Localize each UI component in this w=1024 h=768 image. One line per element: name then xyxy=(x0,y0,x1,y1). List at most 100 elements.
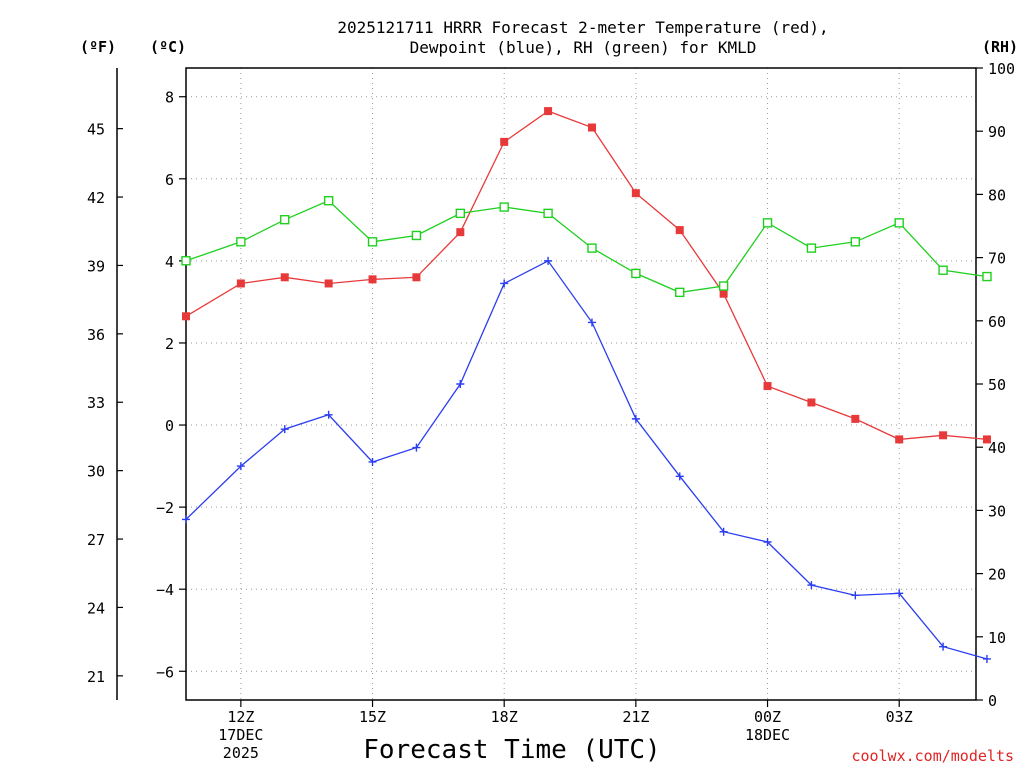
dewpoint-point xyxy=(807,581,816,590)
rh-tick-label: 10 xyxy=(988,629,1006,647)
rh-point xyxy=(236,237,246,247)
x-axis-title: Forecast Time (UTC) xyxy=(363,735,660,765)
rh-point xyxy=(499,202,509,212)
axes: −6−4−20246821242730333639424501020304050… xyxy=(87,60,1015,762)
rh-tick-label: 40 xyxy=(988,439,1006,457)
fahrenheit-tick-label: 21 xyxy=(87,668,105,686)
rh-point xyxy=(587,243,597,253)
dewpoint-point xyxy=(939,642,948,651)
temperature-point xyxy=(236,279,245,288)
rh-point xyxy=(543,208,553,219)
rh-point xyxy=(367,237,378,247)
dewpoint-point xyxy=(587,318,596,327)
rh-point xyxy=(850,237,861,247)
fahrenheit-tick-label: 45 xyxy=(87,121,105,139)
dewpoint-point xyxy=(182,515,190,524)
rh-tick-label: 0 xyxy=(988,692,997,710)
rh-tick-label: 100 xyxy=(988,60,1015,78)
temperature-point xyxy=(456,228,465,237)
x-tick-label: 2025 xyxy=(223,744,259,762)
fahrenheit-tick-label: 42 xyxy=(87,189,105,207)
temperature-point xyxy=(182,312,190,321)
dewpoint-point xyxy=(631,414,640,423)
fahrenheit-tick-label: 30 xyxy=(87,463,105,481)
rh-point xyxy=(631,268,641,279)
temperature-point xyxy=(587,123,596,132)
celsius-tick-label: 0 xyxy=(165,417,174,435)
temperature-point xyxy=(982,435,991,444)
celsius-tick-label: 2 xyxy=(165,335,174,353)
series-temperature xyxy=(182,107,991,444)
fahrenheit-tick-label: 39 xyxy=(87,257,105,275)
temperature-point xyxy=(412,273,421,282)
fahrenheit-tick-label: 36 xyxy=(87,326,105,344)
rh-point xyxy=(762,218,773,228)
temperature-point xyxy=(368,275,377,284)
temperature-point xyxy=(631,189,640,198)
x-tick-label: 00Z xyxy=(754,708,781,726)
celsius-tick-label: −2 xyxy=(156,499,174,517)
rh-point xyxy=(938,265,948,275)
series-layer xyxy=(181,107,992,663)
x-tick-label: 15Z xyxy=(359,708,386,726)
celsius-tick-label: 4 xyxy=(165,253,174,271)
rh-tick-label: 90 xyxy=(988,123,1006,141)
dewpoint-point xyxy=(763,538,772,546)
rh-tick-label: 30 xyxy=(988,502,1006,520)
rh-point xyxy=(455,208,466,219)
fahrenheit-tick-label: 24 xyxy=(87,599,105,617)
series-dewpoint xyxy=(182,256,991,663)
rh-tick-label: 50 xyxy=(988,376,1006,394)
rh-tick-label: 70 xyxy=(988,250,1006,268)
rh-point xyxy=(675,287,685,298)
temperature-point xyxy=(939,431,948,440)
temperature-point xyxy=(324,279,333,288)
x-tick-label: 21Z xyxy=(622,708,649,726)
temperature-point xyxy=(544,107,553,116)
rh-tick-label: 20 xyxy=(988,566,1006,584)
dewpoint-point xyxy=(412,443,421,452)
x-tick-label: 18Z xyxy=(491,708,518,726)
fahrenheit-tick-label: 27 xyxy=(87,531,105,549)
dewpoint-point xyxy=(851,591,860,600)
temperature-point xyxy=(500,137,509,146)
rh-point xyxy=(806,243,817,253)
chart-title-line-2: Dewpoint (blue), RH (green) for KMLD xyxy=(410,38,757,57)
fahrenheit-unit-label: (ºF) xyxy=(80,38,116,56)
temperature-point xyxy=(763,382,772,391)
temperature-point xyxy=(807,398,816,407)
rh-point xyxy=(323,196,334,206)
dewpoint-point xyxy=(719,527,728,536)
rh-point xyxy=(280,214,290,225)
temperature-point xyxy=(851,414,860,423)
rh-tick-label: 60 xyxy=(988,313,1006,331)
x-tick-label: 03Z xyxy=(886,708,913,726)
temperature-point xyxy=(675,226,684,235)
rh-point xyxy=(894,218,904,228)
celsius-tick-label: 6 xyxy=(165,171,174,189)
dewpoint-point xyxy=(500,279,509,288)
x-tick-label: 12Z xyxy=(227,708,254,726)
celsius-unit-label: (ºC) xyxy=(150,38,186,56)
series-rh xyxy=(181,196,992,298)
dewpoint-point xyxy=(280,425,289,434)
rh-point xyxy=(181,256,191,266)
celsius-tick-label: −6 xyxy=(156,663,174,681)
dewpoint-point xyxy=(324,410,333,419)
x-tick-label: 18DEC xyxy=(745,726,790,744)
dewpoint-point xyxy=(895,589,904,598)
rh-tick-label: 80 xyxy=(988,186,1006,204)
dewpoint-point xyxy=(544,256,553,265)
dewpoint-point xyxy=(456,380,465,388)
rh-point xyxy=(982,271,992,282)
credit-label: coolwx.com/modelts xyxy=(851,747,1014,765)
dewpoint-point xyxy=(982,654,991,663)
celsius-tick-label: −4 xyxy=(156,581,174,599)
celsius-tick-label: 8 xyxy=(165,89,174,107)
dewpoint-point xyxy=(675,472,684,481)
x-tick-label: 17DEC xyxy=(218,726,263,744)
chart-title-line-1: 2025121711 HRRR Forecast 2-meter Tempera… xyxy=(337,18,828,37)
temperature-point xyxy=(895,435,904,444)
temperature-point xyxy=(719,289,728,298)
